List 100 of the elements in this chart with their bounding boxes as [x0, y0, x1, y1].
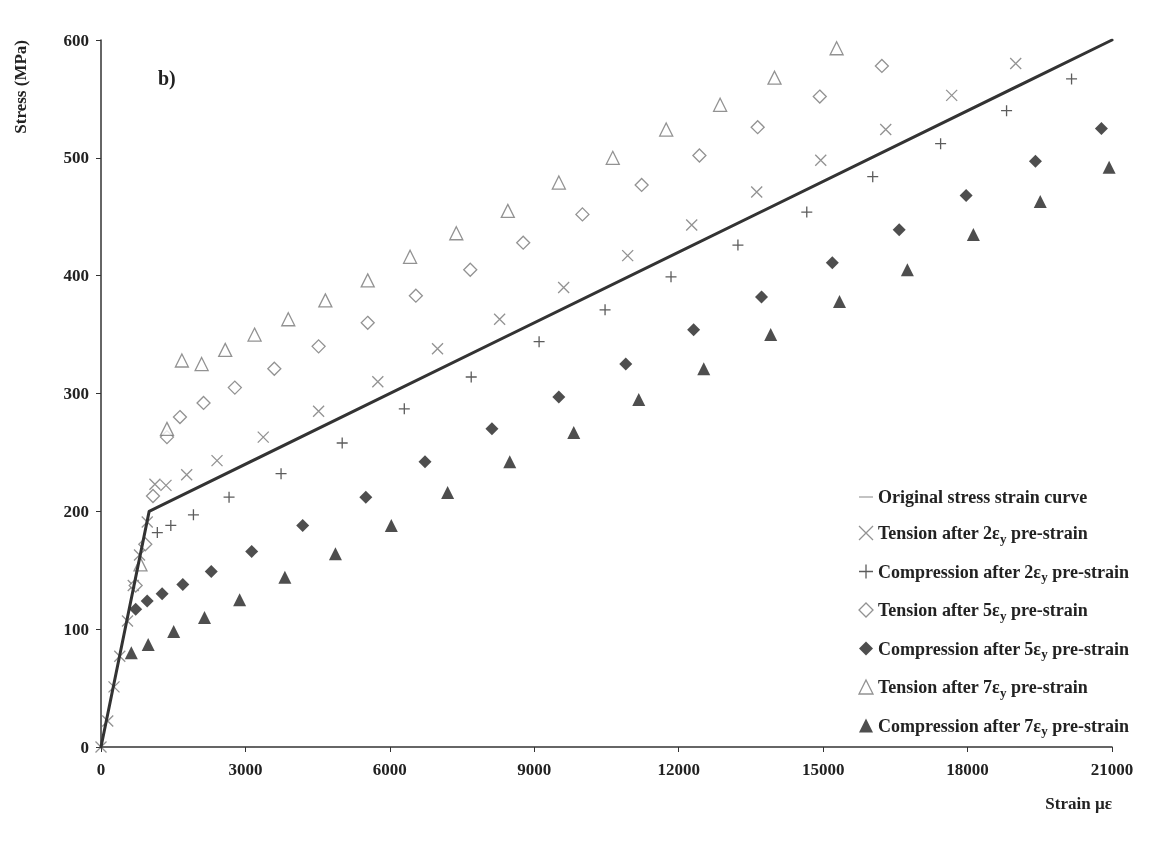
point — [1009, 57, 1022, 70]
point — [159, 421, 175, 436]
point — [900, 263, 914, 277]
point — [296, 518, 310, 532]
point — [879, 123, 892, 136]
point — [222, 491, 236, 504]
point — [359, 490, 373, 504]
point — [441, 485, 455, 499]
point — [133, 548, 146, 562]
point — [516, 235, 531, 250]
point — [218, 342, 233, 358]
x-tick-label: 18000 — [946, 760, 989, 779]
point — [945, 89, 958, 102]
point — [180, 468, 193, 481]
point — [278, 570, 292, 584]
y-axis-title: Stress (MPa) — [11, 40, 30, 134]
point — [664, 270, 678, 283]
point — [493, 313, 506, 326]
point — [465, 370, 478, 384]
point — [1033, 194, 1047, 208]
point — [174, 353, 190, 368]
y-tick-label: 400 — [63, 266, 89, 286]
point — [485, 422, 499, 436]
legend-label: Original stress strain curve — [878, 487, 1088, 507]
x-tick-label: 21000 — [1090, 760, 1134, 779]
point — [619, 357, 633, 371]
point — [267, 361, 282, 376]
point — [172, 409, 188, 425]
point — [966, 227, 980, 241]
point — [227, 380, 242, 395]
annotation: b) — [158, 67, 176, 90]
point — [196, 395, 211, 411]
point — [800, 205, 813, 219]
point — [145, 488, 161, 504]
point — [140, 594, 154, 608]
point — [124, 646, 138, 660]
point — [697, 362, 711, 376]
point — [959, 189, 973, 203]
point — [659, 122, 674, 137]
y-tick-label: 600 — [63, 30, 89, 50]
point — [176, 577, 190, 591]
point — [692, 148, 707, 163]
point — [107, 680, 121, 694]
point — [621, 249, 634, 262]
point — [155, 587, 169, 601]
x-tick-label: 12000 — [657, 760, 700, 779]
point — [245, 544, 259, 558]
point — [712, 97, 728, 112]
point — [257, 430, 270, 444]
y-tick-label: 0 — [80, 737, 89, 757]
point — [500, 203, 515, 219]
point — [567, 425, 581, 439]
point — [141, 637, 155, 651]
point — [833, 295, 847, 309]
point — [371, 375, 384, 388]
point — [892, 223, 906, 237]
point — [384, 518, 398, 532]
x-tick-label: 0 — [96, 760, 106, 779]
point — [336, 436, 349, 450]
x-tick-label: 9000 — [517, 760, 552, 779]
point — [934, 137, 947, 150]
x-axis-title: Strain µε — [1045, 794, 1112, 813]
point — [532, 335, 546, 348]
point — [598, 303, 612, 316]
point — [274, 467, 288, 480]
point — [431, 342, 444, 355]
point — [1000, 104, 1013, 117]
point — [750, 120, 765, 135]
point — [750, 185, 763, 199]
x-tick-label: 15000 — [801, 760, 845, 779]
point — [113, 650, 126, 663]
point — [449, 226, 464, 241]
point — [210, 454, 224, 467]
point — [687, 323, 701, 337]
point — [94, 740, 108, 754]
point — [755, 290, 769, 304]
point — [552, 390, 566, 404]
point — [204, 564, 218, 578]
point — [198, 610, 212, 624]
point — [874, 58, 890, 74]
point — [141, 515, 154, 529]
point — [311, 339, 326, 354]
point — [187, 508, 200, 522]
point — [418, 455, 432, 469]
point — [825, 256, 839, 270]
point — [503, 455, 517, 469]
point — [829, 41, 844, 56]
point — [1094, 121, 1108, 135]
point — [129, 602, 143, 616]
point — [233, 593, 247, 607]
point — [167, 625, 181, 639]
x-tick-label: 3000 — [228, 760, 263, 779]
point — [159, 479, 173, 492]
point — [121, 614, 134, 628]
point — [151, 526, 164, 539]
x-tick-label: 6000 — [372, 760, 407, 779]
y-tick-label: 200 — [63, 501, 89, 521]
y-tick-label: 300 — [63, 384, 89, 403]
point — [101, 714, 114, 728]
point — [764, 328, 778, 342]
